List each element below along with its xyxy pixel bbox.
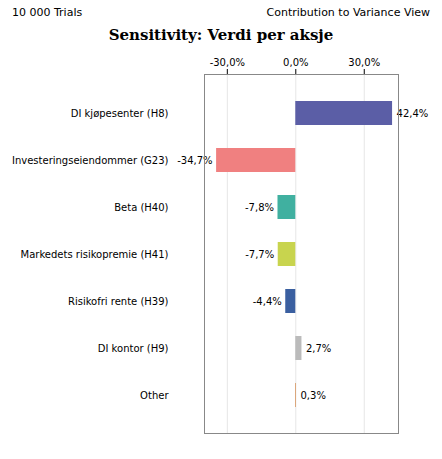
svg-text:30,0%: 30,0%	[348, 57, 380, 68]
svg-text:Investeringseiendommer (G23): Investeringseiendommer (G23)	[12, 155, 169, 166]
svg-text:Beta (H40): Beta (H40)	[114, 202, 168, 213]
html-text:Sensitivity: Verdi per aksje: Sensitivity: Verdi per aksje	[108, 26, 334, 44]
svg-text:-7,7%: -7,7%	[245, 249, 274, 260]
svg-text:0,0%: 0,0%	[283, 57, 308, 68]
svg-text:-34,7%: -34,7%	[177, 155, 212, 166]
html-text:Contribution to Variance View: Contribution to Variance View	[266, 6, 430, 19]
svg-text:-30,0%: -30,0%	[210, 57, 245, 68]
svg-text:DI kontor (H9): DI kontor (H9)	[98, 343, 169, 354]
svg-text:2,7%: 2,7%	[306, 343, 331, 354]
svg-text:DI kjøpesenter (H8): DI kjøpesenter (H8)	[71, 108, 169, 119]
svg-text:-7,8%: -7,8%	[245, 202, 274, 213]
svg-text:Markedets risikopremie (H41): Markedets risikopremie (H41)	[21, 249, 169, 260]
svg-text:-4,4%: -4,4%	[253, 296, 282, 307]
svg-text:Other: Other	[140, 390, 169, 401]
html-text:10 000 Trials: 10 000 Trials	[12, 6, 83, 19]
svg-text:42,4%: 42,4%	[397, 108, 429, 119]
svg-text:Risikofri rente (H39): Risikofri rente (H39)	[68, 296, 169, 307]
svg-text:0,3%: 0,3%	[300, 390, 325, 401]
